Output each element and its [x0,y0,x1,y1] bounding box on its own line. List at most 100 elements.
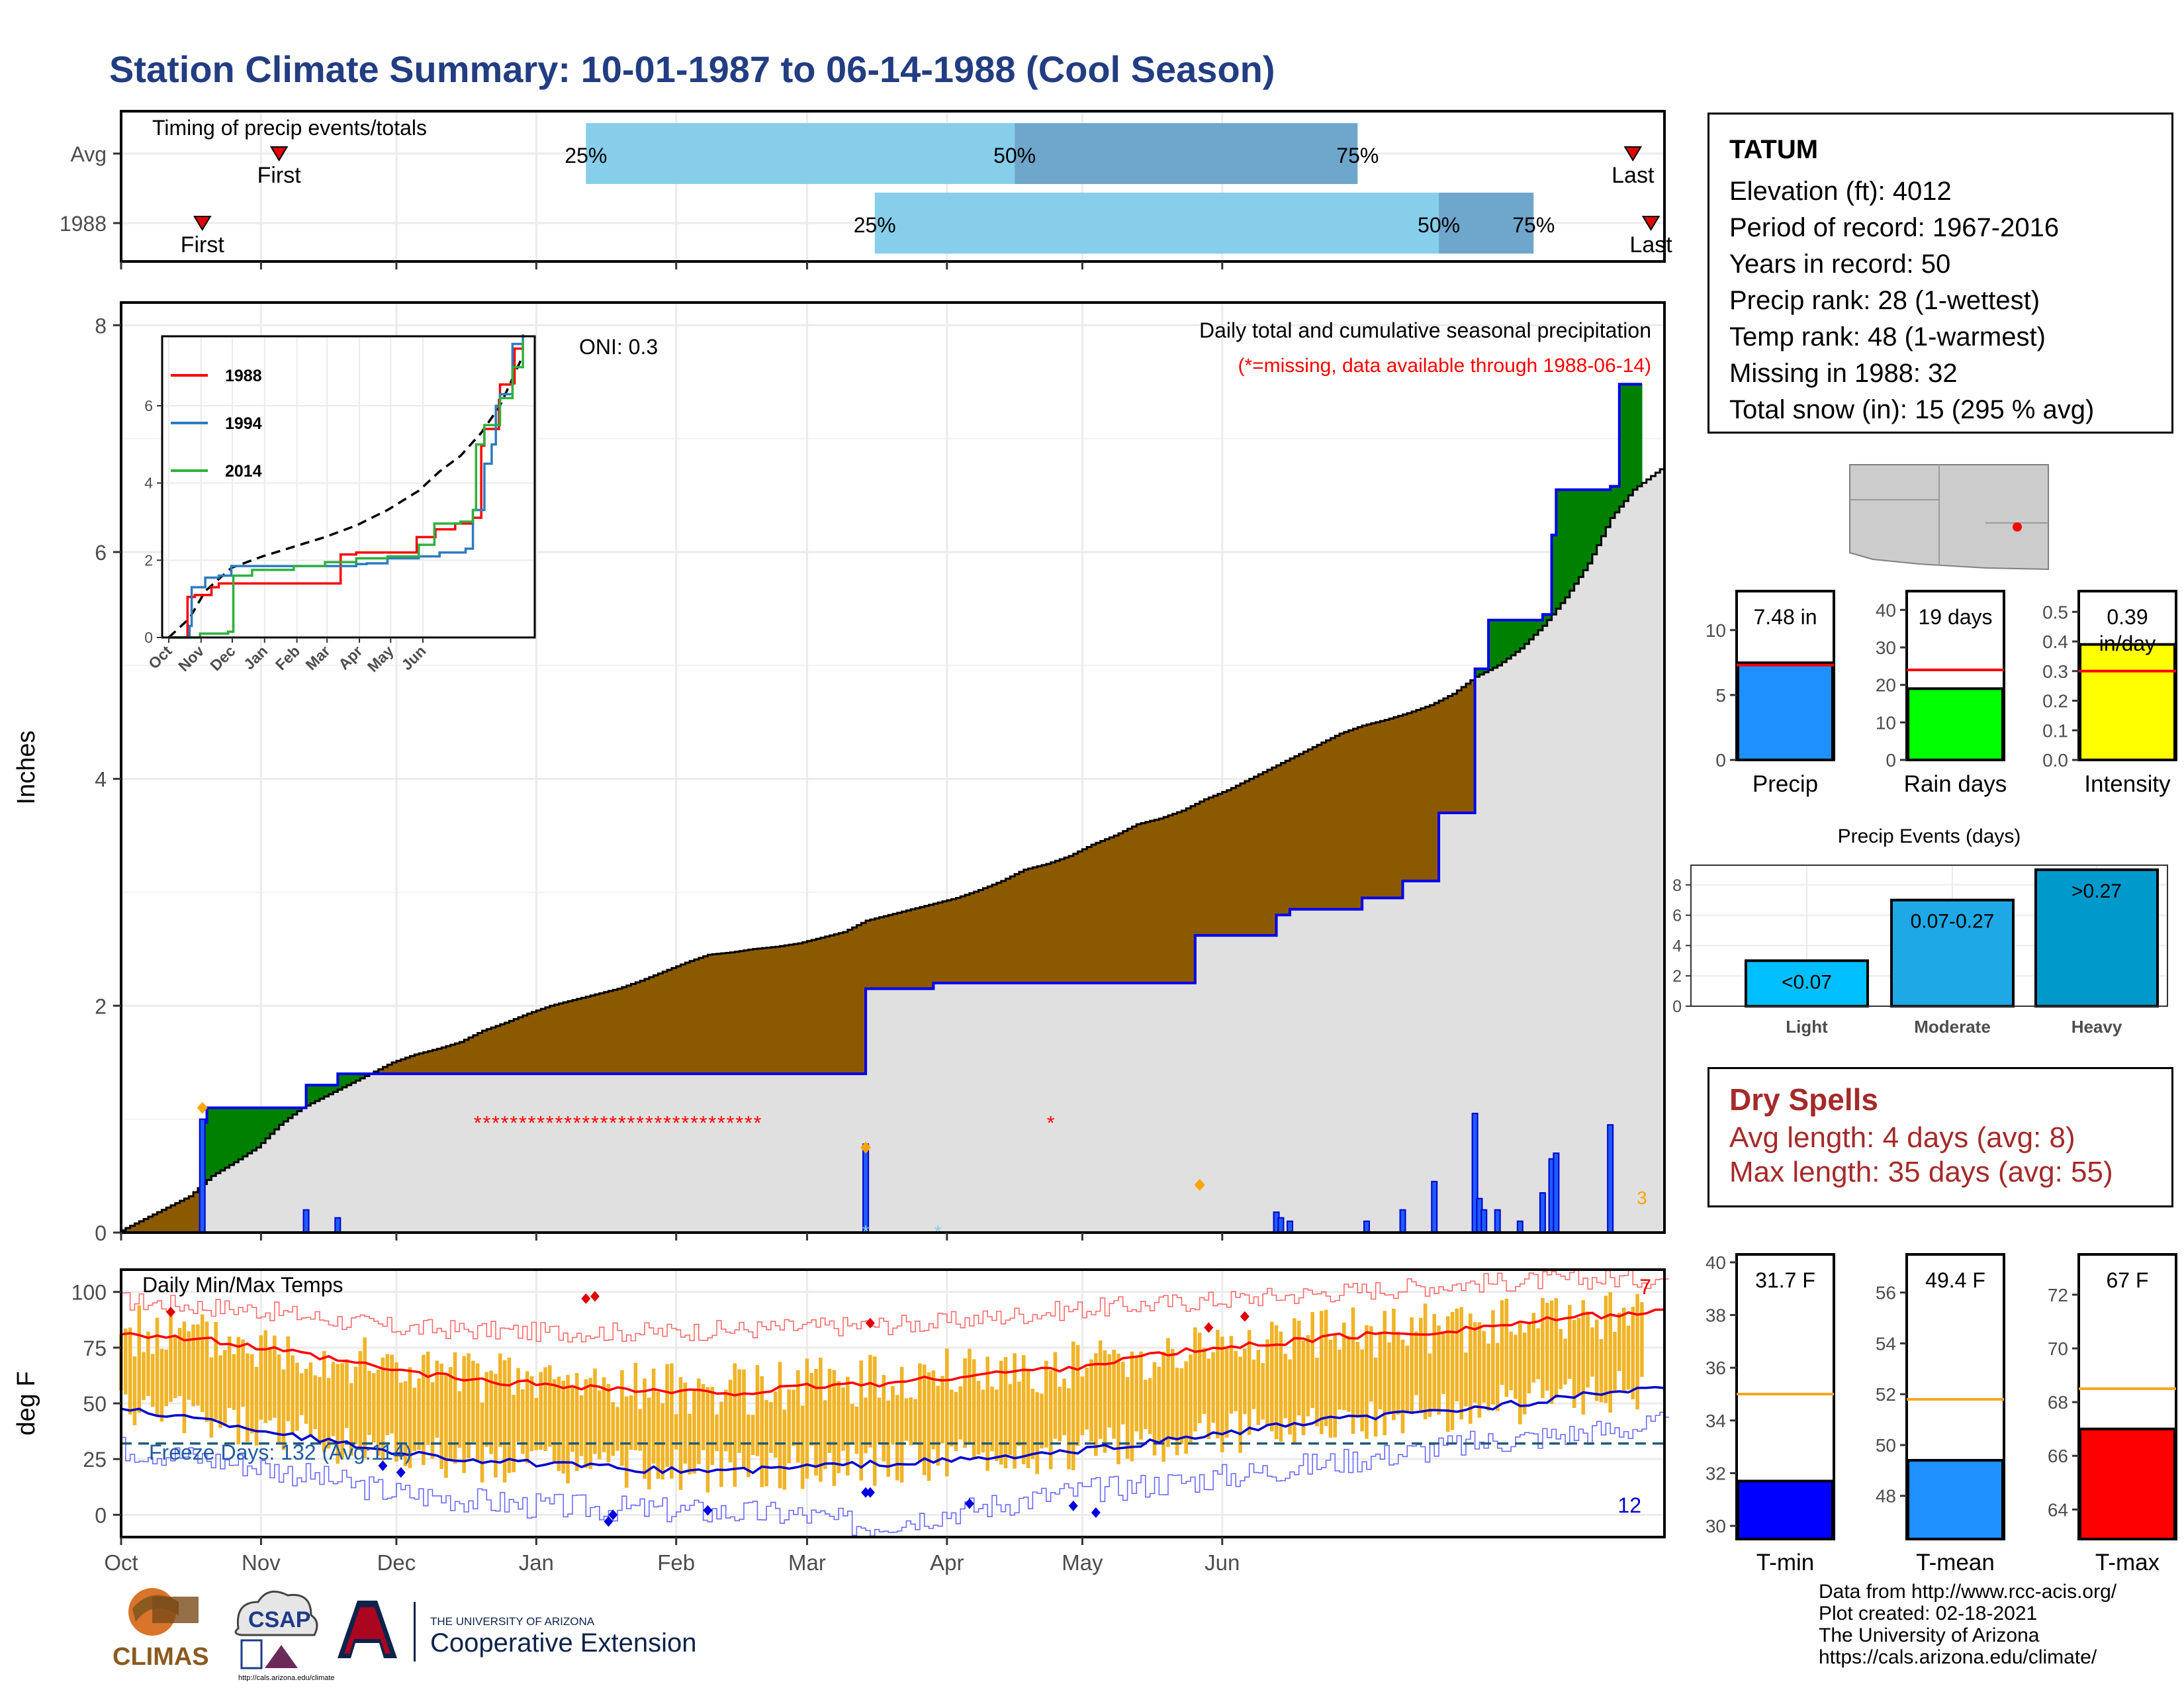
daily-temp-bar [1338,1349,1342,1410]
daily-temp-bar [1243,1348,1247,1415]
daily-temp-bar [1631,1307,1635,1399]
event-bar [1890,898,2015,1008]
daily-temp-bar [656,1391,660,1479]
daily-temp-bar [1067,1388,1071,1470]
daily-precip-bar [862,1143,870,1233]
bar-category-label: T-max [2095,1550,2160,1575]
panel-border [120,110,1666,263]
daily-temp-bar [246,1353,250,1442]
daily-temp-bar [696,1378,701,1464]
daily-temp-bar [868,1354,872,1448]
station-info-box: TATUM Elevation (ft): 4012 Period of rec… [1707,113,2173,434]
daily-temp-bar [547,1365,552,1447]
daily-temp-bar [1139,1351,1143,1440]
daily-temp-bar [1504,1298,1509,1397]
daily-precip-bar [1607,1124,1614,1233]
daily-temp-bar [837,1381,841,1474]
y-tick-label: 64 [2048,1499,2068,1520]
inset-y-tick-label: 4 [144,475,153,492]
daily-temp-bar [1062,1378,1066,1436]
daily-temp-bar [376,1369,381,1456]
x-tick-label: Dec [377,1550,416,1575]
daily-temp-bar [1392,1308,1396,1421]
daily-temp-bar [539,1372,543,1450]
daily-temp-bar [769,1401,773,1453]
daily-temp-bar [620,1370,624,1466]
daily-temp-bar [394,1362,398,1462]
bar-category-label: Precip [1752,771,1818,797]
y-tick-label: 38 [1706,1305,1726,1326]
daily-temp-bar [398,1382,403,1458]
daily-temp-bar [200,1314,205,1412]
daily-temp-bar [733,1363,737,1487]
missing-marker: * [600,1113,608,1135]
daily-temp-bar [1445,1316,1450,1432]
daily-temp-bar [588,1378,592,1469]
daily-temp-bar [557,1376,561,1472]
daily-temp-bar [670,1363,674,1479]
y-tick-label: 32 [1706,1463,1726,1483]
daily-temp-bar [552,1379,557,1462]
daily-temp-bar [1522,1333,1527,1415]
daily-temp-bar [1315,1357,1319,1427]
missing-marker: * [627,1113,635,1135]
daily-temp-bar [1613,1331,1617,1393]
daily-temp-bar [164,1349,168,1407]
climas-logo-icon: CLIMAS [113,1588,209,1671]
y-tick-label: 0.5 [2042,602,2068,622]
daily-temp-bar [787,1389,791,1464]
locator-map [1849,464,2049,571]
daily-temp-bar [1373,1357,1378,1437]
cold-record-marker [1091,1507,1101,1518]
daily-temp-bar [1319,1311,1324,1434]
hot-record-marker [1204,1322,1214,1333]
y-tick-label: 10 [1876,712,1896,733]
missing-marker: * [546,1113,554,1135]
quartile-bar-50-75 [1015,123,1358,184]
daily-temp-bar [1229,1336,1234,1414]
station-line: Years in record: 50 [1729,250,1951,279]
station-line: Total snow (in): 15 (295 % avg) [1729,395,2095,424]
precip-chart: * * * * * * * * * * * * * * * * * * * * * * * * * * * * * * * * ** *3ONI:… [13,301,1666,1245]
daily-temp-bar [660,1403,665,1480]
daily-temp-bar [597,1390,602,1460]
daily-temp-bar [385,1354,390,1436]
y-tick-label: 25 [83,1448,107,1472]
daily-temp-bar [1288,1359,1292,1435]
bar-category-label: Rain days [1904,771,2007,797]
daily-temp-bar [723,1389,728,1452]
hot-record-marker [1240,1311,1250,1322]
daily-temp-bar [1383,1311,1387,1435]
daily-temp-bar [1568,1305,1572,1380]
daily-temp-bar [832,1370,837,1486]
missing-marker: * [636,1113,644,1135]
daily-precip-bar [199,1118,206,1234]
logos: CLIMAS CSAP http://cals.arizona.edu/clim… [113,1588,696,1681]
missing-marker: * [501,1113,509,1135]
daily-temp-bar [529,1376,534,1452]
daily-temp-bar [1112,1349,1116,1439]
daily-temp-bar [1486,1343,1490,1411]
daily-temp-bar [1640,1302,1644,1377]
daily-temp-bar [358,1351,363,1450]
daily-temp-bar [1044,1360,1048,1448]
cold-record-marker [964,1498,974,1509]
event-bar [2034,868,2159,1008]
daily-temp-bar [1464,1352,1468,1407]
hot-record-marker [166,1306,176,1317]
record-max-line [121,1268,1669,1343]
daily-temp-bar [1581,1300,1586,1415]
event-bar-label: <0.07 [1782,971,1832,993]
daily-temp-bar [1301,1340,1306,1436]
daily-temp-bar [1040,1393,1044,1448]
y-tick-label: 0 [1886,750,1896,771]
daily-temp-bar [521,1389,525,1454]
csap-logo-icon: CSAP http://cals.arizona.edu/climate [234,1590,335,1681]
climas-logo-text: CLIMAS [113,1643,209,1671]
daily-temp-bar [1590,1327,1594,1377]
y-tick-label: 36 [1706,1358,1726,1378]
y-tick-label: 66 [2048,1446,2068,1466]
daily-temp-bar [326,1378,331,1449]
daily-temp-bar [214,1322,218,1420]
daily-temp-bar [990,1386,994,1452]
